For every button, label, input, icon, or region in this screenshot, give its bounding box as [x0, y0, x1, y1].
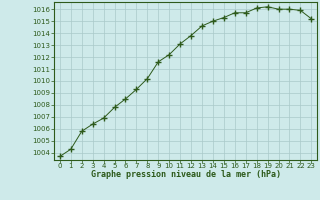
X-axis label: Graphe pression niveau de la mer (hPa): Graphe pression niveau de la mer (hPa)	[91, 170, 281, 179]
